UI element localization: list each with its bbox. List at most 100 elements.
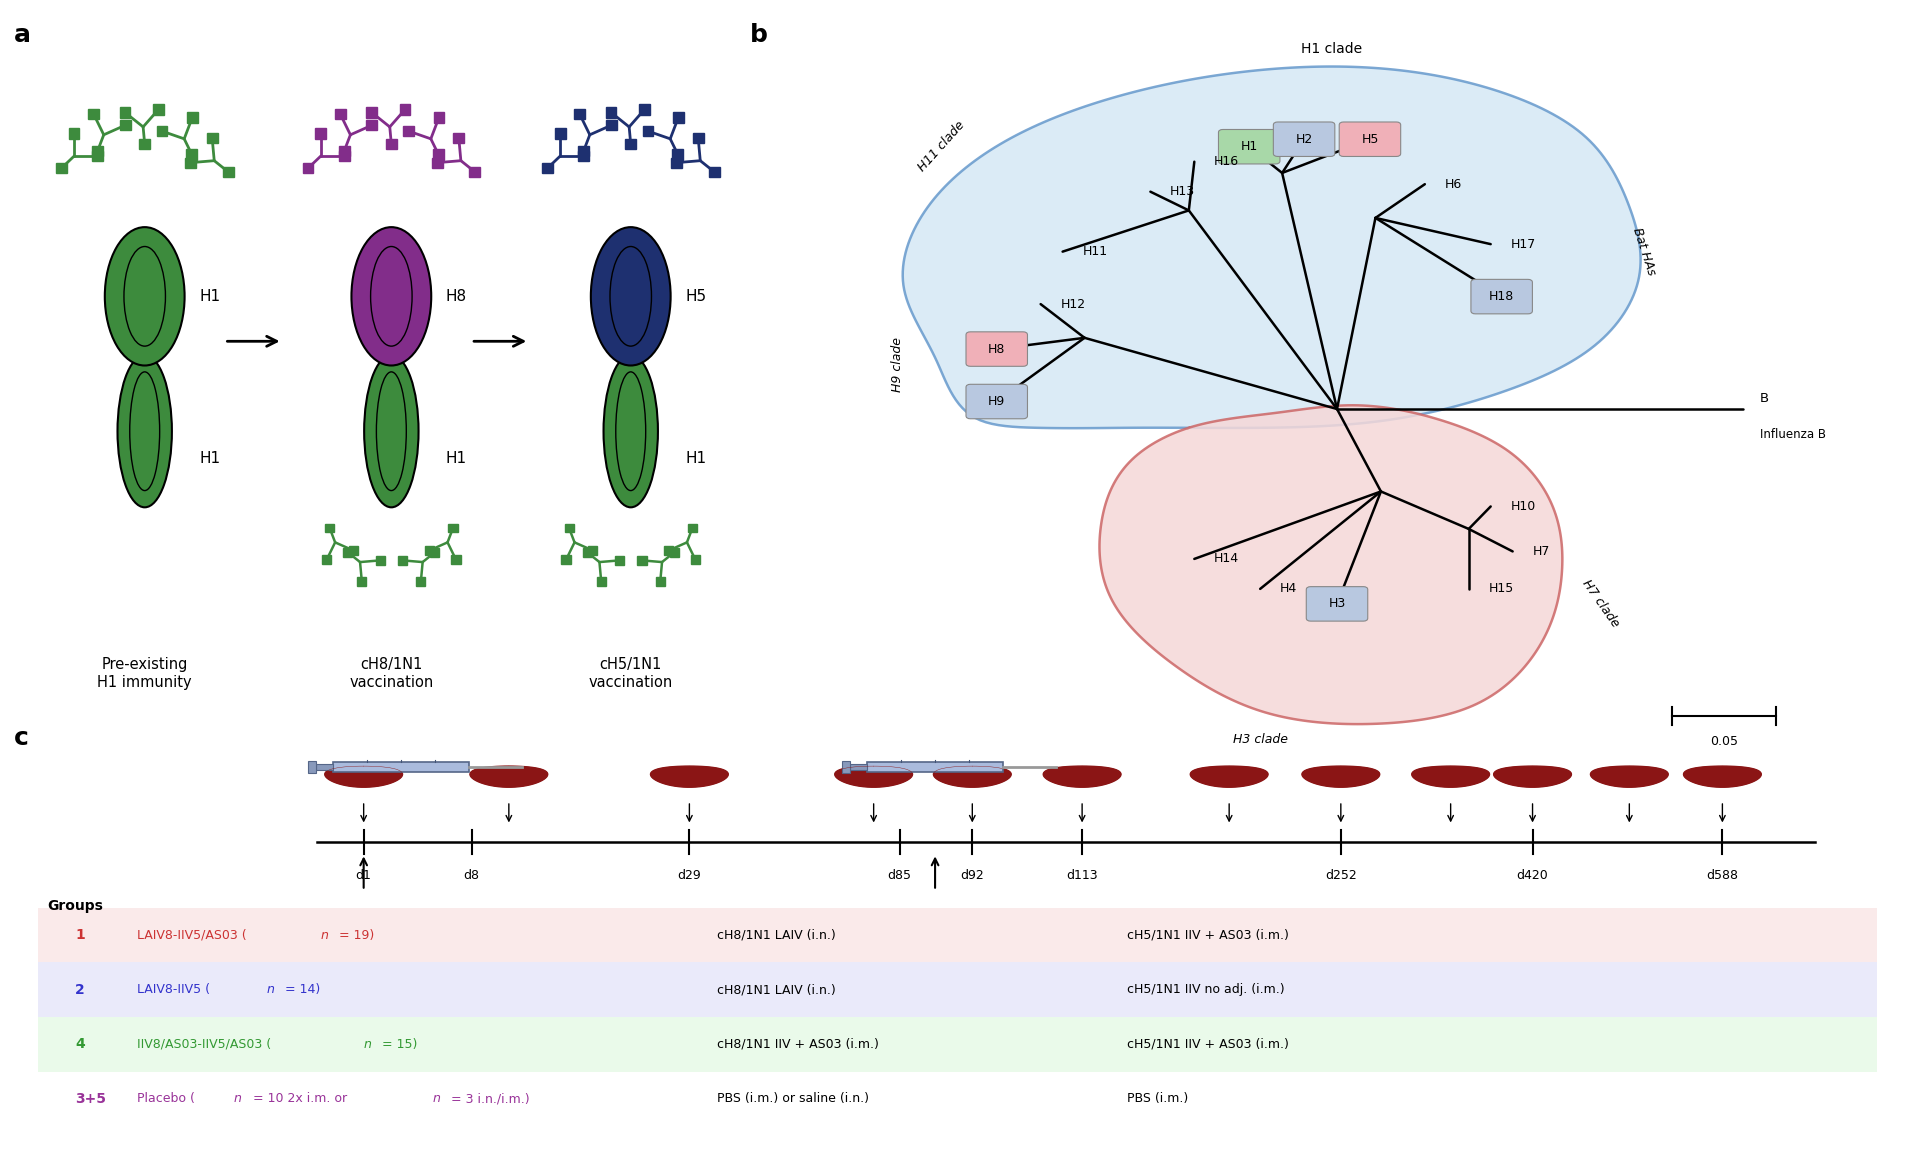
FancyBboxPatch shape <box>1273 122 1334 157</box>
Bar <box>386 140 397 149</box>
Ellipse shape <box>611 247 651 346</box>
Bar <box>307 761 315 773</box>
Ellipse shape <box>130 372 160 490</box>
Bar <box>187 113 199 122</box>
Text: 0.05: 0.05 <box>1710 736 1737 748</box>
Text: b: b <box>750 23 767 47</box>
Bar <box>556 128 565 138</box>
Text: H1: H1 <box>199 288 220 304</box>
Text: d29: d29 <box>678 869 701 882</box>
Text: H8: H8 <box>989 342 1006 355</box>
Bar <box>451 556 460 564</box>
Bar <box>867 762 1002 771</box>
Bar <box>674 113 683 122</box>
Bar <box>325 523 334 533</box>
Bar <box>561 556 571 564</box>
Bar <box>120 107 130 118</box>
Polygon shape <box>651 766 727 787</box>
Bar <box>88 110 99 120</box>
Text: = 15): = 15) <box>378 1038 418 1050</box>
Ellipse shape <box>603 355 659 507</box>
Bar <box>842 761 850 773</box>
Text: H1: H1 <box>447 451 468 467</box>
Bar <box>349 547 357 555</box>
Text: cH5/1N1 IIV + AS03 (i.m.): cH5/1N1 IIV + AS03 (i.m.) <box>1126 928 1289 942</box>
FancyBboxPatch shape <box>1472 279 1533 314</box>
FancyBboxPatch shape <box>1340 122 1401 157</box>
Bar <box>588 547 598 555</box>
Polygon shape <box>1100 405 1562 724</box>
Text: B: B <box>1760 392 1770 406</box>
Text: H14: H14 <box>1214 552 1239 565</box>
Text: H5: H5 <box>1361 133 1378 145</box>
Ellipse shape <box>617 372 645 490</box>
Text: = 10 2x i.m. or: = 10 2x i.m. or <box>248 1092 351 1106</box>
Bar <box>454 133 464 143</box>
Bar <box>403 126 414 136</box>
Bar <box>431 158 443 168</box>
Bar <box>672 150 683 159</box>
Text: Influenza B: Influenza B <box>1760 428 1825 440</box>
Text: = 3 i.n./i.m.): = 3 i.n./i.m.) <box>447 1092 529 1106</box>
Text: = 19): = 19) <box>334 928 374 942</box>
Text: Bat HAs: Bat HAs <box>1630 226 1659 277</box>
Bar <box>640 105 649 114</box>
Text: d420: d420 <box>1516 869 1548 882</box>
Bar <box>416 576 426 586</box>
Text: d252: d252 <box>1325 869 1357 882</box>
Bar <box>38 1017 1877 1071</box>
Text: n: n <box>321 928 328 942</box>
Bar <box>708 167 720 176</box>
Text: PBS (i.m.): PBS (i.m.) <box>1126 1092 1187 1106</box>
Bar <box>578 151 590 161</box>
Text: IIV8/AS03-IIV5/AS03 (: IIV8/AS03-IIV5/AS03 ( <box>137 1038 271 1050</box>
Bar <box>449 523 458 533</box>
Polygon shape <box>1413 766 1489 787</box>
Text: cH5/1N1 IIV no adj. (i.m.): cH5/1N1 IIV no adj. (i.m.) <box>1126 984 1285 996</box>
Bar <box>643 126 653 136</box>
Bar <box>187 150 197 159</box>
Polygon shape <box>934 766 1012 787</box>
Polygon shape <box>903 67 1640 428</box>
Text: 2: 2 <box>74 982 84 996</box>
Text: H16: H16 <box>1214 156 1239 168</box>
Bar <box>565 523 573 533</box>
Bar <box>367 107 376 118</box>
Bar <box>334 762 468 771</box>
Ellipse shape <box>592 227 670 366</box>
Text: H3: H3 <box>1329 597 1346 610</box>
Text: d113: d113 <box>1067 869 1098 882</box>
Bar <box>338 146 349 156</box>
Text: n: n <box>431 1092 441 1106</box>
Bar <box>223 167 233 176</box>
Text: 3+5: 3+5 <box>74 1092 107 1106</box>
Ellipse shape <box>351 227 431 366</box>
Bar <box>55 164 67 173</box>
Text: 4: 4 <box>74 1038 84 1052</box>
Ellipse shape <box>370 247 412 346</box>
Bar <box>399 105 410 114</box>
Text: d8: d8 <box>464 869 479 882</box>
Text: d92: d92 <box>960 869 985 882</box>
Text: H6: H6 <box>1445 178 1462 190</box>
Text: Pre-existing
H1 immunity: Pre-existing H1 immunity <box>97 657 193 689</box>
Bar <box>376 556 384 565</box>
Bar <box>687 523 697 533</box>
Text: cH8/1N1 LAIV (i.n.): cH8/1N1 LAIV (i.n.) <box>718 984 836 996</box>
Text: H18: H18 <box>1489 291 1514 303</box>
Text: H1 clade: H1 clade <box>1300 42 1363 55</box>
Text: H7: H7 <box>1533 545 1550 558</box>
FancyBboxPatch shape <box>966 384 1027 419</box>
Ellipse shape <box>376 372 407 490</box>
Polygon shape <box>1042 766 1121 787</box>
Text: H1: H1 <box>199 451 220 467</box>
Text: LAIV8-IIV5 (: LAIV8-IIV5 ( <box>137 984 210 996</box>
Bar <box>334 110 346 120</box>
Text: = 14): = 14) <box>281 984 321 996</box>
Bar <box>367 120 378 130</box>
Text: Placebo (: Placebo ( <box>137 1092 195 1106</box>
Text: H1: H1 <box>1241 141 1258 153</box>
Polygon shape <box>834 766 913 787</box>
Text: H9 clade: H9 clade <box>892 337 905 392</box>
Ellipse shape <box>124 247 166 346</box>
